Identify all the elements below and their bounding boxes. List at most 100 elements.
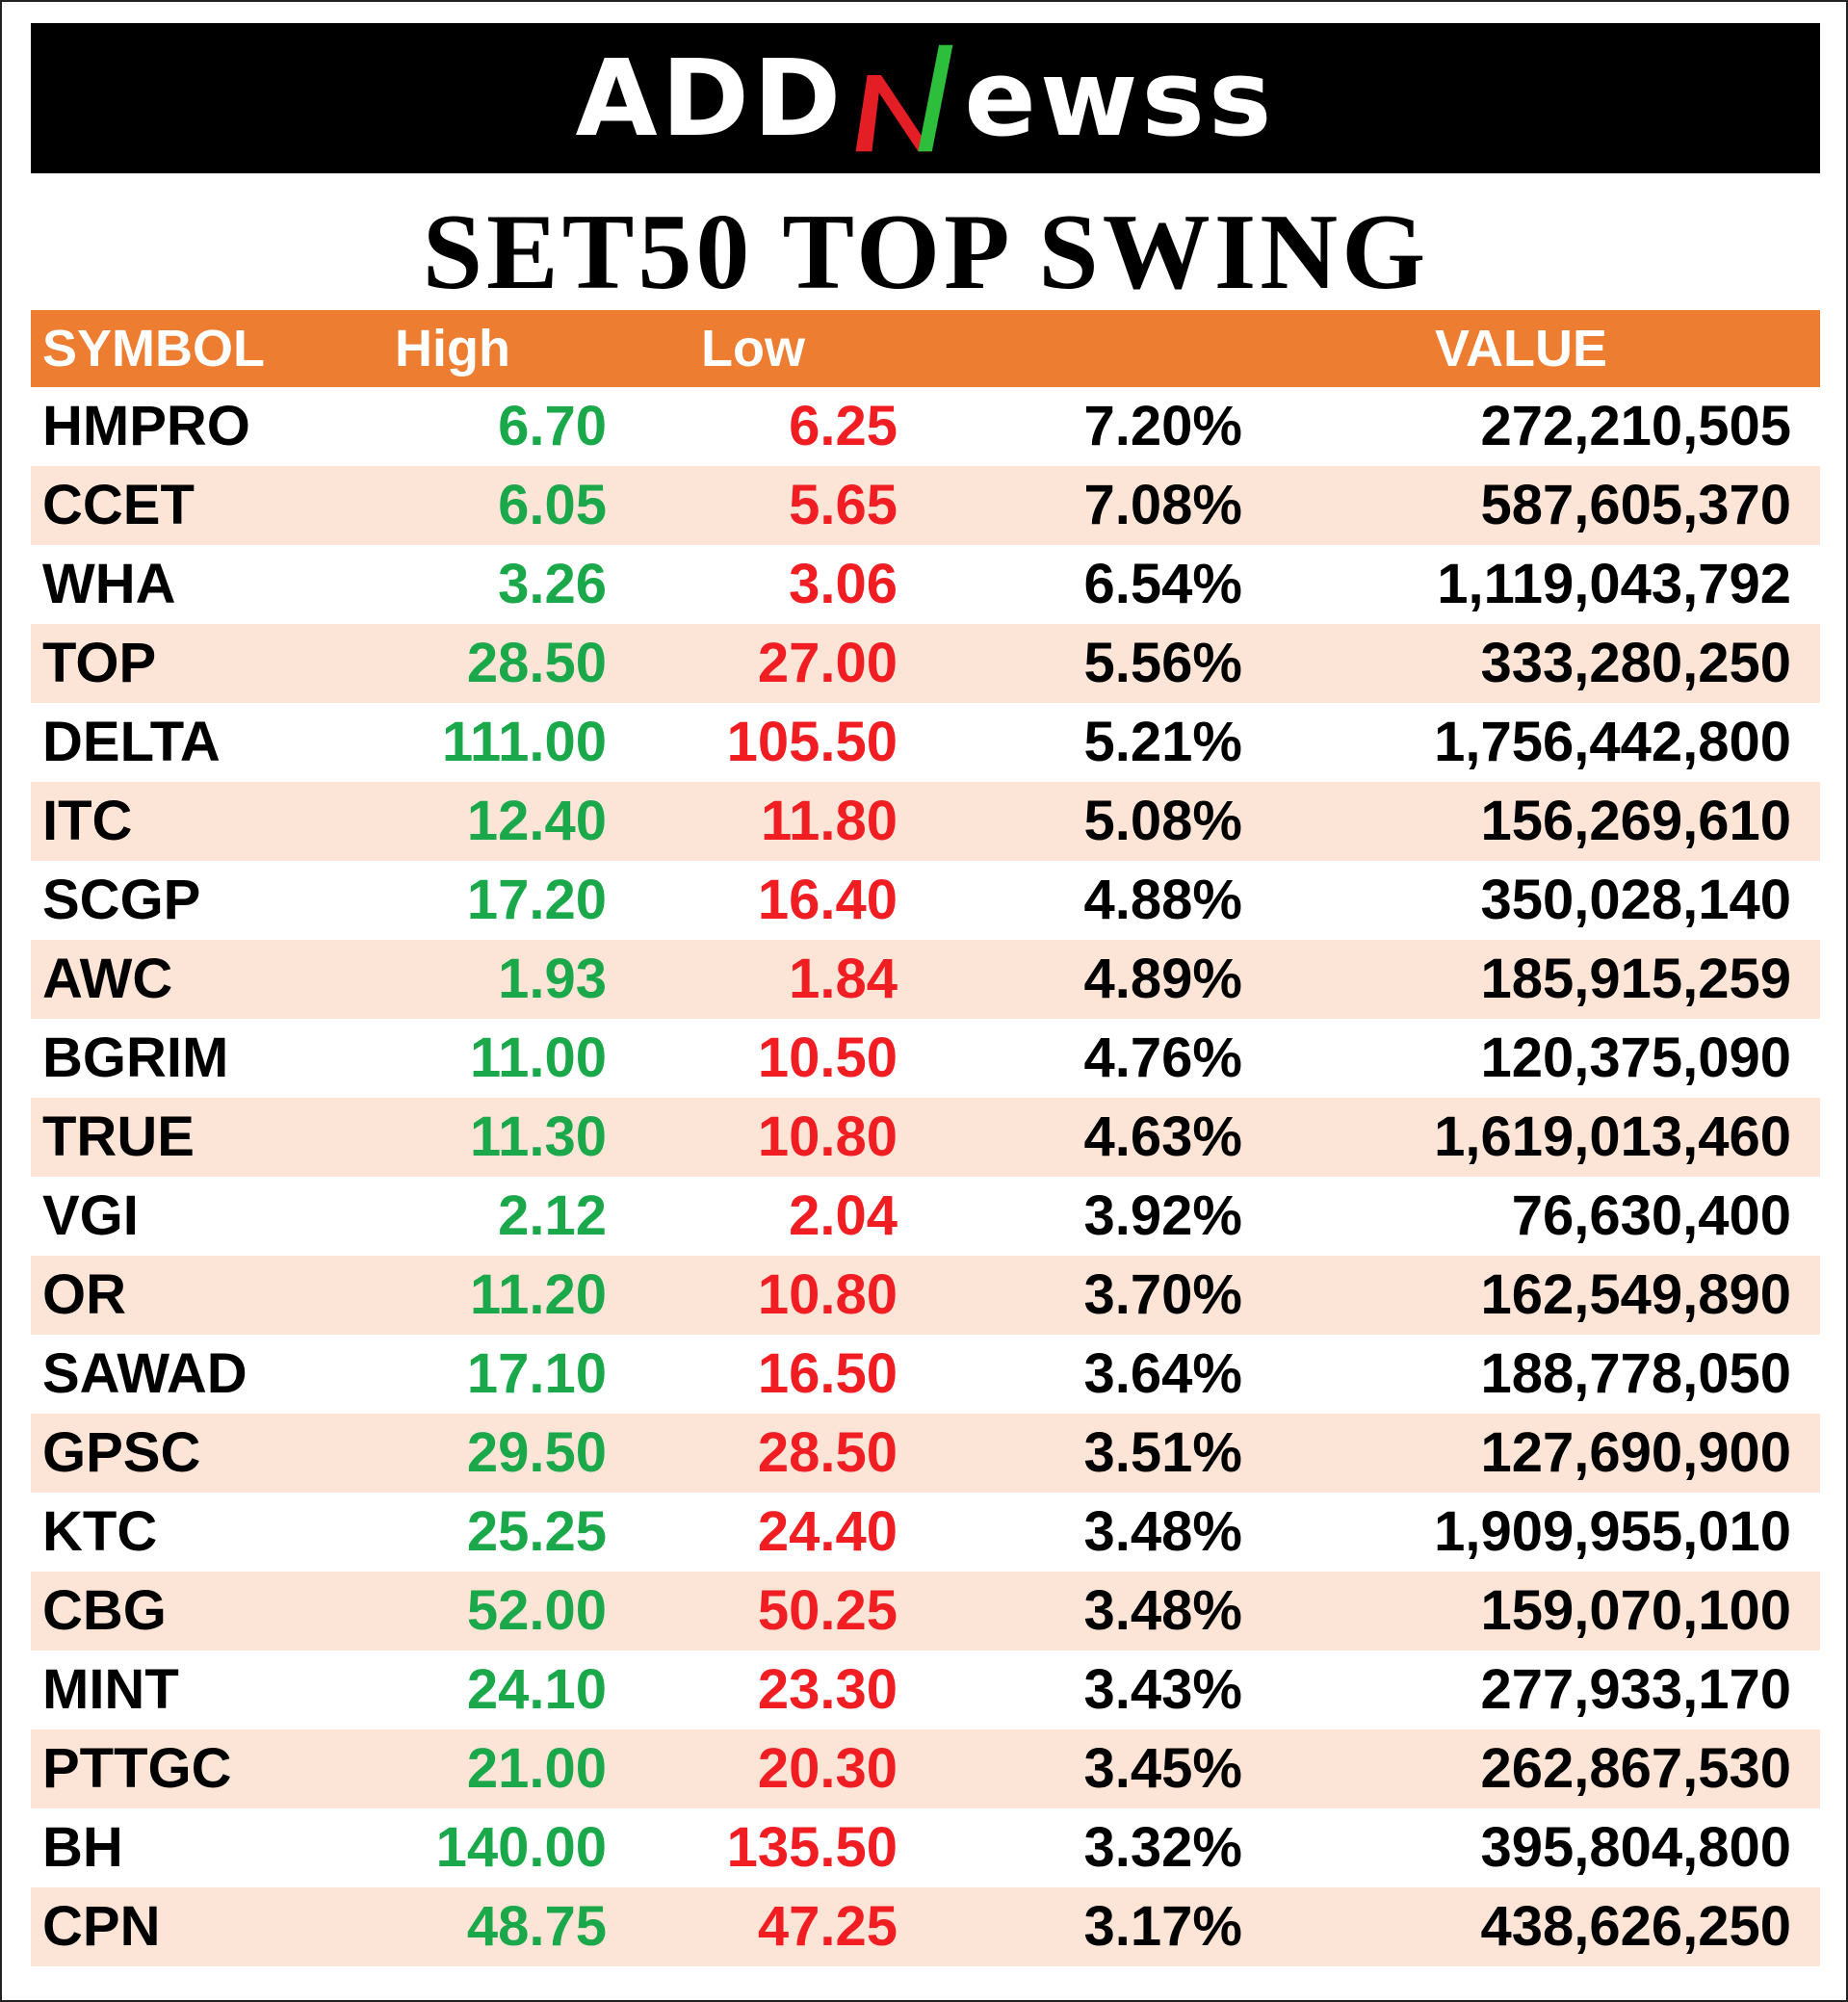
- cell-symbol: KTC: [42, 1500, 158, 1563]
- cell-low: 20.30: [757, 1737, 898, 1800]
- cell-symbol: AWC: [42, 948, 173, 1010]
- cell-high: 17.20: [466, 869, 607, 931]
- cell-high: 111.00: [442, 711, 607, 773]
- cell-symbol: BH: [42, 1816, 123, 1879]
- table-row: DELTA 111.00 105.50 5.21% 1,756,442,800: [31, 703, 1820, 782]
- cell-symbol: CPN: [42, 1895, 161, 1958]
- header-low: Low: [701, 320, 805, 377]
- cell-low: 24.40: [757, 1500, 898, 1563]
- cell-symbol: WHA: [42, 553, 176, 615]
- cell-value: 120,375,090: [1480, 1027, 1791, 1089]
- cell-low: 105.50: [726, 711, 898, 773]
- cell-symbol: PTTGC: [42, 1737, 232, 1800]
- cell-low: 16.40: [757, 869, 898, 931]
- cell-value: 262,867,530: [1480, 1737, 1791, 1800]
- cell-value: 127,690,900: [1480, 1421, 1791, 1484]
- header-high: High: [395, 320, 510, 377]
- cell-swing: 3.48%: [1083, 1500, 1242, 1563]
- cell-low: 6.25: [789, 395, 898, 457]
- cell-low: 47.25: [757, 1895, 898, 1958]
- table-row: TRUE 11.30 10.80 4.63% 1,619,013,460: [31, 1098, 1820, 1177]
- cell-swing: 3.92%: [1083, 1184, 1242, 1247]
- cell-swing: 5.56%: [1083, 632, 1242, 694]
- cell-low: 3.06: [789, 553, 898, 615]
- cell-low: 1.84: [789, 948, 898, 1010]
- cell-value: 587,605,370: [1480, 474, 1791, 536]
- swing-table: SYMBOL High Low VALUE HMPRO 6.70 6.25 7.20%…: [31, 310, 1820, 1966]
- logo-n-icon: [855, 44, 953, 152]
- table-row: KTC 25.25 24.40 3.48% 1,909,955,010: [31, 1493, 1820, 1572]
- table-row: BH 140.00 135.50 3.32% 395,804,800: [31, 1808, 1820, 1887]
- cell-symbol: ITC: [42, 790, 133, 852]
- cell-symbol: OR: [42, 1263, 126, 1326]
- cell-high: 11.30: [470, 1105, 607, 1168]
- cell-low: 11.80: [761, 790, 898, 852]
- cell-value: 1,119,043,792: [1437, 553, 1791, 615]
- cell-low: 27.00: [757, 632, 898, 694]
- cell-low: 10.50: [757, 1027, 898, 1089]
- cell-swing: 4.88%: [1083, 869, 1242, 931]
- cell-high: 3.26: [498, 553, 607, 615]
- table-row: WHA 3.26 3.06 6.54% 1,119,043,792: [31, 545, 1820, 624]
- cell-swing: 5.21%: [1083, 711, 1242, 773]
- table-row: SCGP 17.20 16.40 4.88% 350,028,140: [31, 861, 1820, 940]
- cell-low: 50.25: [757, 1579, 898, 1642]
- cell-symbol: MINT: [42, 1658, 179, 1721]
- cell-swing: 3.45%: [1083, 1737, 1242, 1800]
- table-row: GPSC 29.50 28.50 3.51% 127,690,900: [31, 1414, 1820, 1493]
- table-row: AWC 1.93 1.84 4.89% 185,915,259: [31, 940, 1820, 1019]
- cell-symbol: CCET: [42, 474, 195, 536]
- table-row: MINT 24.10 23.30 3.43% 277,933,170: [31, 1651, 1820, 1729]
- cell-symbol: DELTA: [42, 711, 221, 773]
- page-title: SET50 TOP SWING: [422, 193, 1430, 312]
- cell-high: 2.12: [498, 1184, 607, 1247]
- cell-high: 1.93: [498, 948, 607, 1010]
- cell-value: 333,280,250: [1480, 632, 1791, 694]
- cell-value: 350,028,140: [1480, 869, 1791, 931]
- logo-text-left: ADD: [575, 37, 846, 160]
- table-row: TOP 28.50 27.00 5.56% 333,280,250: [31, 624, 1820, 703]
- table-body: HMPRO 6.70 6.25 7.20% 272,210,505 CCET 6.05 5.6…: [31, 387, 1820, 1966]
- table-row: HMPRO 6.70 6.25 7.20% 272,210,505: [31, 387, 1820, 466]
- cell-value: 185,915,259: [1480, 948, 1791, 1010]
- cell-high: 11.20: [470, 1263, 607, 1326]
- table-row: BGRIM 11.00 10.50 4.76% 120,375,090: [31, 1019, 1820, 1098]
- cell-high: 6.05: [498, 474, 607, 536]
- cell-swing: 7.20%: [1083, 395, 1242, 457]
- table-header: SYMBOL High Low VALUE: [31, 310, 1820, 387]
- table-row: OR 11.20 10.80 3.70% 162,549,890: [31, 1256, 1820, 1335]
- logo-text-right: ewss: [964, 37, 1276, 160]
- cell-low: 23.30: [757, 1658, 898, 1721]
- cell-swing: 3.17%: [1083, 1895, 1242, 1958]
- cell-swing: 7.08%: [1083, 474, 1242, 536]
- cell-low: 5.65: [789, 474, 898, 536]
- cell-low: 2.04: [789, 1184, 898, 1247]
- cell-swing: 4.63%: [1083, 1105, 1242, 1168]
- table-row: VGI 2.12 2.04 3.92% 76,630,400: [31, 1177, 1820, 1256]
- brand-logo: ADD ewss: [576, 37, 1276, 160]
- cell-low: 10.80: [757, 1263, 898, 1326]
- cell-high: 12.40: [466, 790, 607, 852]
- cell-low: 10.80: [757, 1105, 898, 1168]
- cell-high: 29.50: [466, 1421, 607, 1484]
- cell-high: 48.75: [466, 1895, 607, 1958]
- cell-symbol: HMPRO: [42, 395, 250, 457]
- cell-value: 156,269,610: [1480, 790, 1791, 852]
- header-symbol: SYMBOL: [42, 320, 266, 377]
- cell-swing: 3.32%: [1083, 1816, 1242, 1879]
- cell-value: 277,933,170: [1480, 1658, 1791, 1721]
- cell-value: 76,630,400: [1511, 1184, 1791, 1247]
- cell-high: 52.00: [466, 1579, 607, 1642]
- cell-value: 1,909,955,010: [1434, 1500, 1791, 1563]
- table-row: ITC 12.40 11.80 5.08% 156,269,610: [31, 782, 1820, 861]
- cell-symbol: TOP: [42, 632, 157, 694]
- cell-symbol: TRUE: [42, 1105, 195, 1168]
- cell-symbol: BGRIM: [42, 1027, 229, 1089]
- header-value: VALUE: [1435, 320, 1608, 377]
- cell-swing: 3.64%: [1083, 1342, 1242, 1405]
- cell-high: 21.00: [466, 1737, 607, 1800]
- table-row: CBG 52.00 50.25 3.48% 159,070,100: [31, 1572, 1820, 1651]
- cell-high: 11.00: [470, 1027, 607, 1089]
- cell-value: 162,549,890: [1480, 1263, 1791, 1326]
